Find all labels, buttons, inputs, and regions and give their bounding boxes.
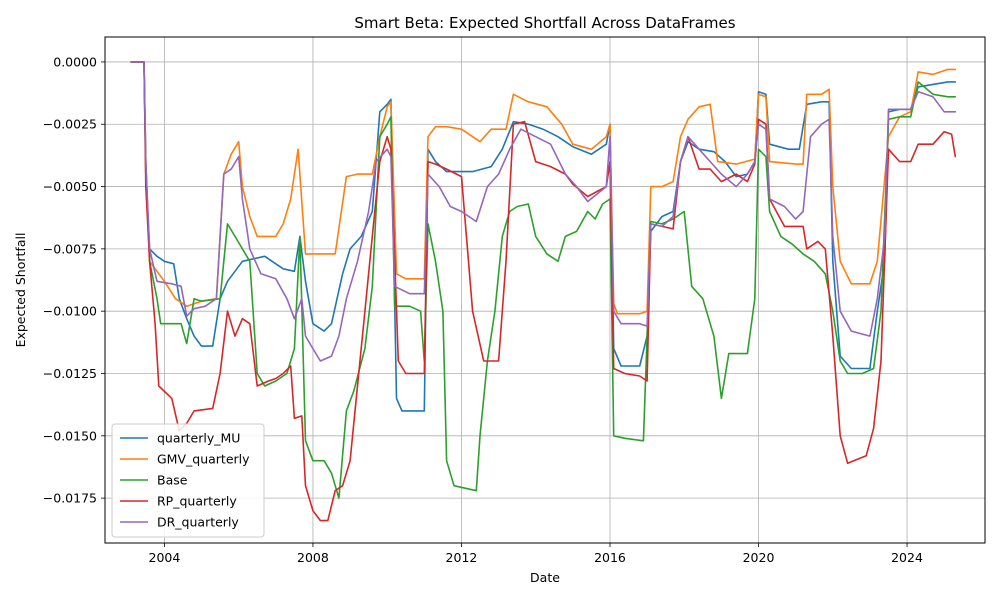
plot-frame bbox=[104, 36, 986, 544]
y-tick-label: −0.0125 bbox=[43, 366, 97, 381]
legend-entry: RP_quarterly bbox=[157, 494, 237, 509]
chart-title: Smart Beta: Expected Shortfall Across Da… bbox=[354, 14, 735, 32]
y-tick-label: −0.0075 bbox=[43, 241, 97, 256]
series-line-quarterly-mu bbox=[130, 61, 957, 412]
y-tick-label: −0.0025 bbox=[43, 117, 97, 132]
series-line-rp-quarterly bbox=[130, 61, 957, 522]
y-tick-label: −0.0050 bbox=[43, 179, 97, 194]
y-axis-label: Expected Shortfall bbox=[13, 233, 28, 348]
y-tick-label: −0.0150 bbox=[43, 428, 97, 443]
y-tick-label: 0.0000 bbox=[53, 54, 97, 69]
x-tick-label: 2004 bbox=[149, 550, 181, 565]
y-tick-label: −0.0175 bbox=[43, 491, 97, 506]
series-line-gmv-quarterly bbox=[130, 61, 957, 315]
series-lines bbox=[130, 61, 957, 522]
x-tick-label: 2020 bbox=[743, 550, 775, 565]
series-line-base bbox=[130, 61, 957, 499]
legend-entry: DR_quarterly bbox=[157, 515, 239, 530]
x-axis-label: Date bbox=[530, 570, 560, 585]
x-tick-label: 2024 bbox=[891, 550, 923, 565]
legend-entry: quarterly_MU bbox=[157, 431, 240, 446]
x-tick-label: 2016 bbox=[594, 550, 626, 565]
axis-ticks: 2004 2008 2012 2016 2020 2024 0.0000 −0.0025 −0.… bbox=[43, 54, 923, 565]
x-tick-label: 2008 bbox=[297, 550, 329, 565]
legend-entry: GMV_quarterly bbox=[157, 452, 250, 467]
legend-entry: Base bbox=[157, 473, 188, 488]
legend-box bbox=[111, 423, 265, 538]
y-tick-label: −0.0100 bbox=[43, 304, 97, 319]
x-tick-label: 2012 bbox=[446, 550, 478, 565]
series-line-dr-quarterly bbox=[130, 61, 957, 362]
legend: quarterly_MU GMV_quarterly Base RP_quarterl… bbox=[111, 423, 265, 538]
